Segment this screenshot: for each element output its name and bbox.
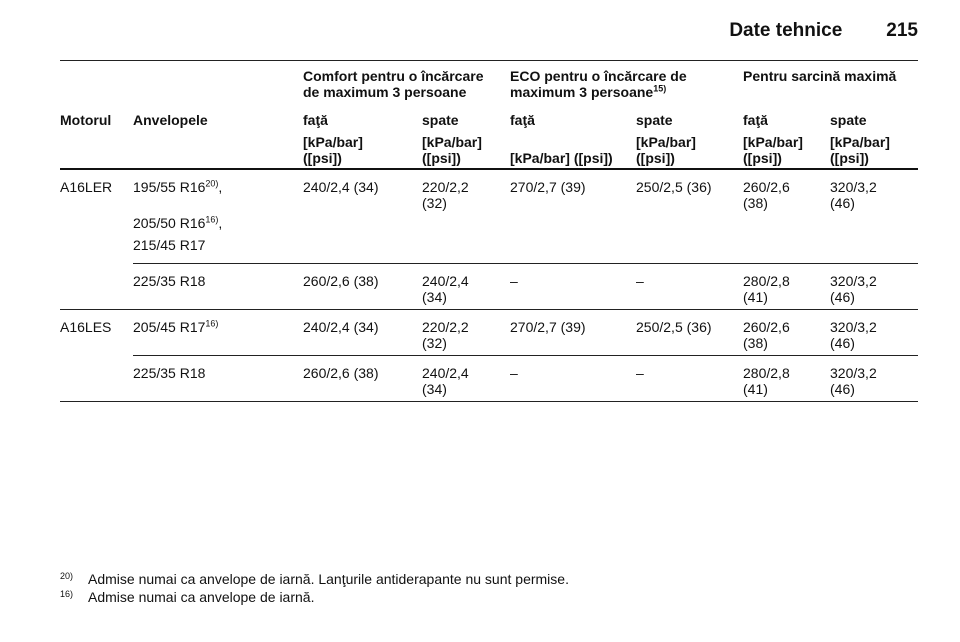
- pressure-value: 240/2,4 (34): [303, 169, 422, 264]
- data-row: 225/35 R18 260/2,6 (38) 240/2,4 (34) – –280/…: [60, 263, 919, 310]
- pressure-value: –: [636, 355, 744, 402]
- group-text: Comfort pentru o încărcare de maximum 3 …: [303, 68, 484, 100]
- tyre: 205/45 R1716): [133, 319, 285, 335]
- pressure-value: 260/2,6 (38): [743, 309, 831, 356]
- tyre-size: 195/55 R16: [133, 179, 206, 195]
- column-header: spate: [636, 112, 673, 128]
- group-header: Comfort pentru o încărcare de maximum 3 …: [303, 68, 510, 112]
- column-header-row: Motorul Anvelopele faţă spate faţă spate faţă s…: [60, 112, 918, 134]
- tyre-size: 225/35 R18: [133, 273, 206, 289]
- pressure-value: –: [510, 263, 637, 310]
- group-header-row: Comfort pentru o încărcare de maximum 3 …: [60, 68, 918, 112]
- separator: ,: [218, 215, 223, 231]
- tyres: 225/35 R18: [133, 263, 303, 310]
- tyre: 225/35 R18: [133, 273, 285, 289]
- column-header: Anvelopele: [133, 112, 208, 128]
- tyres: 205/45 R1716): [133, 309, 303, 356]
- pressure-value: 260/2,6 (38): [303, 263, 422, 310]
- group-text: Pentru sarcină maximă: [743, 68, 897, 84]
- tyre-pressure-table: Comfort pentru o încărcare de maximum 3 …: [60, 68, 919, 402]
- pressure-value: 320/3,2 (46): [830, 263, 919, 310]
- pressure-value: 240/2,4 (34): [422, 355, 511, 402]
- tyre: 225/35 R18: [133, 365, 285, 381]
- pressure-value: 280/2,8 (41): [743, 355, 831, 402]
- pressure-value: 240/2,4 (34): [422, 263, 511, 310]
- footnote-mark: 16): [60, 589, 74, 599]
- unit-header: [kPa/bar] ([psi]): [830, 134, 919, 170]
- pressure-value: 320/3,2 (46): [830, 355, 919, 402]
- footnote-mark: 20): [60, 571, 74, 581]
- data-row: 225/35 R18 260/2,6 (38) 240/2,4 (34) – –280/…: [60, 355, 919, 402]
- pressure-value: 280/2,8 (41): [743, 263, 831, 310]
- data-row: A16LER 195/55 R1620), 205/50 R1616), 215/45…: [60, 169, 919, 310]
- footnote: 16) Admise numai ca anvelope de iarnă.: [60, 588, 569, 606]
- unit-header: [kPa/bar] ([psi]): [636, 134, 744, 170]
- tyre-size: 225/35 R18: [133, 365, 206, 381]
- tyre-size: 215/45 R17: [133, 237, 206, 253]
- header-rule: [60, 60, 918, 61]
- pressure-value: 240/2,4 (34): [303, 309, 422, 356]
- pressure-value: 220/2,2 (32): [422, 309, 511, 356]
- pressure-value: 250/2,5 (36): [636, 309, 744, 356]
- pressure-value: –: [510, 355, 637, 402]
- data-row: A16LES 205/45 R1716) 240/2,4 (34) 220/2,2 (…: [60, 309, 919, 402]
- footnote-ref: 15): [653, 83, 667, 94]
- pressure-value: 260/2,6 (38): [303, 355, 422, 402]
- footnote-ref: 16): [205, 214, 219, 225]
- pressure-value: 220/2,2 (32): [422, 169, 511, 264]
- unit-row: [kPa/bar] ([psi]) [kPa/bar] ([psi]) [kPa/b…: [60, 134, 919, 170]
- footnote: 20) Admise numai ca anvelope de iarnă. La…: [60, 570, 569, 588]
- engine: A16LES: [60, 309, 133, 402]
- engine: A16LER: [60, 169, 133, 310]
- tyre-size: 205/45 R17: [133, 319, 206, 335]
- footnote-ref: 16): [205, 318, 219, 329]
- pressure-value: 320/3,2 (46): [830, 309, 919, 356]
- group-header: Pentru sarcină maximă: [743, 68, 918, 112]
- tyre: 205/50 R1616),: [133, 215, 285, 231]
- separator: ,: [218, 179, 223, 195]
- pressure-value: –: [636, 263, 744, 310]
- column-header: spate: [422, 112, 459, 128]
- footnote-text: Admise numai ca anvelope de iarnă. Lanţu…: [88, 571, 569, 587]
- group-text: ECO pentru o încărcare de maximum 3 pers…: [510, 68, 687, 100]
- unit-header: [kPa/bar] ([psi]): [303, 134, 422, 170]
- column-header: faţă: [303, 112, 328, 128]
- tyres: 195/55 R1620), 205/50 R1616), 215/45 R17: [133, 169, 303, 264]
- empty-cell: [60, 134, 303, 170]
- page-number: 215: [886, 20, 918, 41]
- tyre: 215/45 R17: [133, 237, 285, 253]
- footnote-text: Admise numai ca anvelope de iarnă.: [88, 589, 315, 605]
- empty-cell: [60, 68, 303, 112]
- pressure-value: 320/3,2 (46): [830, 169, 919, 264]
- tyres: 225/35 R18: [133, 355, 303, 402]
- unit-header: [kPa/bar] ([psi]): [743, 134, 831, 170]
- column-header: faţă: [510, 112, 535, 128]
- unit-header: [kPa/bar] ([psi]): [510, 134, 637, 170]
- pressure-value: 270/2,7 (39): [510, 309, 637, 356]
- pressure-value: 270/2,7 (39): [510, 169, 637, 264]
- tyre: 195/55 R1620),: [133, 179, 285, 195]
- unit-header: [kPa/bar] ([psi]): [422, 134, 511, 170]
- column-header: Motorul: [60, 112, 112, 128]
- column-header: spate: [830, 112, 867, 128]
- tyre-size: 205/50 R16: [133, 215, 206, 231]
- footnote-ref: 20): [205, 178, 219, 189]
- group-header: ECO pentru o încărcare de maximum 3 pers…: [510, 68, 743, 112]
- pressure-value: 250/2,5 (36): [636, 169, 744, 264]
- page-header: Date tehnice 215: [729, 20, 918, 42]
- footnotes: 20) Admise numai ca anvelope de iarnă. La…: [60, 570, 569, 606]
- title: Date tehnice: [729, 20, 843, 41]
- pressure-value: 260/2,6 (38): [743, 169, 831, 264]
- column-header: faţă: [743, 112, 768, 128]
